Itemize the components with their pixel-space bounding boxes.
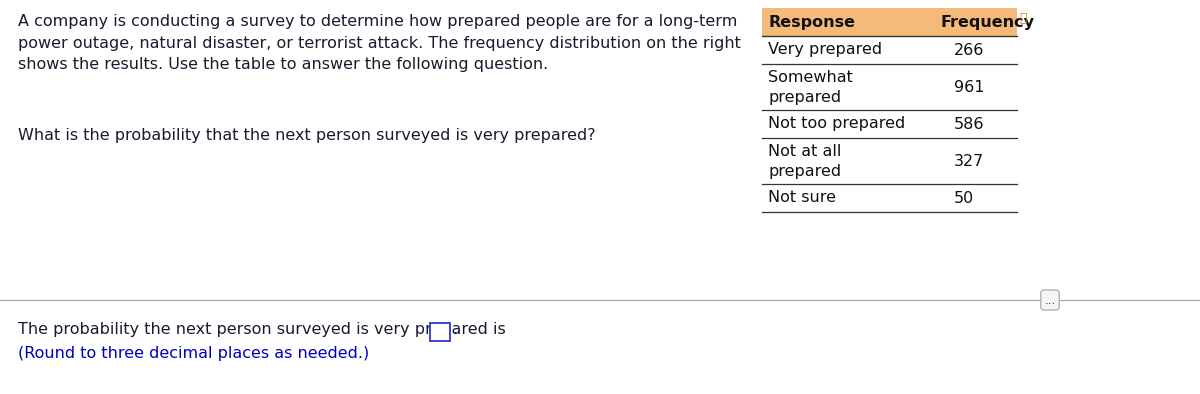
Bar [762, 64, 1018, 110]
Text: ⧈: ⧈ [1019, 12, 1026, 25]
Text: (Round to three decimal places as needed.): (Round to three decimal places as needed… [18, 346, 370, 361]
Text: 327: 327 [954, 154, 984, 169]
Bar [762, 36, 1018, 64]
Text: The probability the next person surveyed is very prepared is: The probability the next person surveyed… [18, 322, 505, 337]
Text: A company is conducting a survey to determine how prepared people are for a long: A company is conducting a survey to dete… [18, 14, 740, 72]
Text: 586: 586 [954, 117, 984, 132]
Bar [762, 184, 1018, 212]
Text: Response: Response [768, 15, 854, 30]
Text: Not at all
prepared: Not at all prepared [768, 144, 841, 179]
Bar [762, 138, 1018, 184]
Text: 961: 961 [954, 80, 984, 95]
Text: Frequency: Frequency [940, 15, 1034, 30]
Text: Very prepared: Very prepared [768, 42, 882, 57]
Text: 266: 266 [954, 43, 984, 58]
Text: Somewhat
prepared: Somewhat prepared [768, 70, 853, 106]
Text: ...: ... [1044, 294, 1056, 307]
Bar [430, 323, 450, 341]
Text: Not too prepared: Not too prepared [768, 116, 905, 131]
Text: Not sure: Not sure [768, 190, 836, 205]
Bar [762, 8, 1018, 36]
Bar [762, 110, 1018, 138]
Text: 50: 50 [954, 191, 974, 206]
Text: What is the probability that the next person surveyed is very prepared?: What is the probability that the next pe… [18, 128, 595, 143]
Text: .: . [452, 322, 457, 337]
